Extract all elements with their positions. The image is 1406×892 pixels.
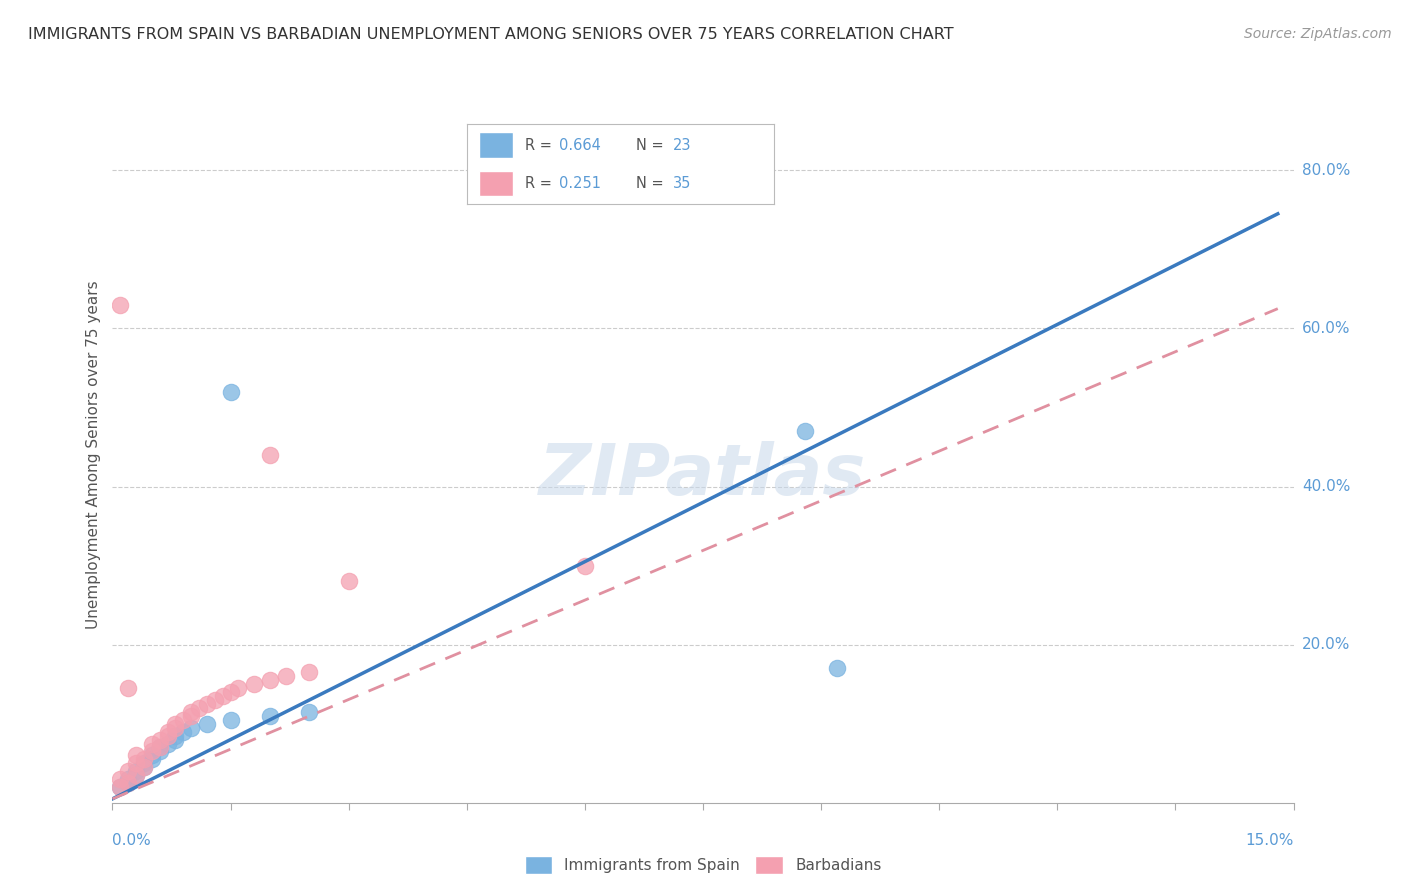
Point bbox=[825, 661, 848, 675]
Point bbox=[298, 705, 321, 719]
Point bbox=[195, 697, 218, 711]
Point bbox=[574, 558, 596, 573]
Point bbox=[117, 772, 139, 786]
Point bbox=[172, 713, 194, 727]
Point bbox=[117, 776, 139, 790]
Point bbox=[274, 669, 297, 683]
Point bbox=[117, 764, 139, 779]
Text: 20.0%: 20.0% bbox=[1302, 637, 1350, 652]
Point bbox=[219, 685, 242, 699]
Point bbox=[141, 748, 163, 763]
Text: 60.0%: 60.0% bbox=[1302, 321, 1350, 336]
Legend: Immigrants from Spain, Barbadians: Immigrants from Spain, Barbadians bbox=[519, 850, 887, 880]
Point bbox=[117, 681, 139, 695]
Point bbox=[149, 732, 172, 747]
Point bbox=[204, 693, 226, 707]
Point bbox=[110, 772, 132, 786]
Text: 15.0%: 15.0% bbox=[1246, 833, 1294, 848]
Y-axis label: Unemployment Among Seniors over 75 years: Unemployment Among Seniors over 75 years bbox=[86, 281, 101, 629]
Point bbox=[149, 740, 172, 755]
Point bbox=[132, 760, 155, 774]
Point bbox=[132, 756, 155, 771]
Point bbox=[180, 721, 202, 735]
Point bbox=[132, 752, 155, 766]
Text: 80.0%: 80.0% bbox=[1302, 163, 1350, 178]
Point bbox=[211, 689, 233, 703]
Point bbox=[156, 724, 179, 739]
Point bbox=[149, 744, 172, 758]
Point bbox=[110, 298, 132, 312]
Point bbox=[125, 768, 148, 782]
Point bbox=[180, 708, 202, 723]
Point bbox=[337, 574, 360, 589]
Point bbox=[132, 760, 155, 774]
Point bbox=[165, 729, 187, 743]
Point bbox=[125, 764, 148, 779]
Text: 0.0%: 0.0% bbox=[112, 833, 152, 848]
Point bbox=[165, 721, 187, 735]
Point bbox=[219, 384, 242, 399]
Point bbox=[298, 665, 321, 680]
Point bbox=[141, 744, 163, 758]
Point bbox=[141, 737, 163, 751]
Point bbox=[794, 424, 817, 438]
Point bbox=[125, 768, 148, 782]
Point bbox=[156, 737, 179, 751]
Point bbox=[110, 780, 132, 794]
Point bbox=[259, 708, 281, 723]
Point bbox=[172, 724, 194, 739]
Point bbox=[149, 740, 172, 755]
Text: ZIPatlas: ZIPatlas bbox=[540, 442, 866, 510]
Point bbox=[188, 701, 211, 715]
Point bbox=[259, 673, 281, 688]
Point bbox=[228, 681, 250, 695]
Point bbox=[195, 716, 218, 731]
Point bbox=[243, 677, 266, 691]
Point bbox=[110, 780, 132, 794]
Text: Source: ZipAtlas.com: Source: ZipAtlas.com bbox=[1244, 27, 1392, 41]
Point bbox=[180, 705, 202, 719]
Point bbox=[117, 776, 139, 790]
Point bbox=[141, 752, 163, 766]
Point bbox=[156, 729, 179, 743]
Point bbox=[125, 756, 148, 771]
Point bbox=[125, 748, 148, 763]
Point bbox=[259, 448, 281, 462]
Point bbox=[219, 713, 242, 727]
Point bbox=[165, 716, 187, 731]
Text: IMMIGRANTS FROM SPAIN VS BARBADIAN UNEMPLOYMENT AMONG SENIORS OVER 75 YEARS CORR: IMMIGRANTS FROM SPAIN VS BARBADIAN UNEMP… bbox=[28, 27, 953, 42]
Text: 40.0%: 40.0% bbox=[1302, 479, 1350, 494]
Point bbox=[165, 732, 187, 747]
